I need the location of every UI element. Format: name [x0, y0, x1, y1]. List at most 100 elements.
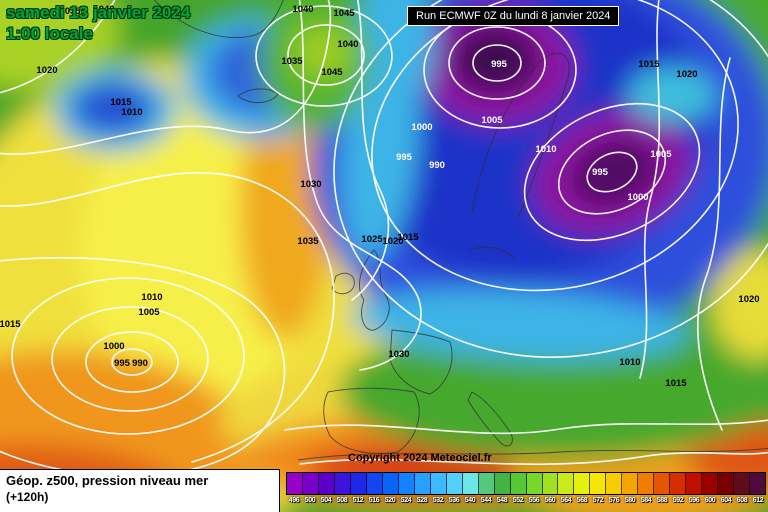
- colorbar-cell: [446, 473, 463, 494]
- pressure-label: 1025: [361, 234, 383, 245]
- colorbar-cell: [654, 473, 671, 494]
- colorbar-tick: 512: [352, 497, 364, 504]
- pressure-label: 995: [491, 59, 508, 70]
- colorbar-tick: 600: [704, 497, 716, 504]
- colorbar-cell: [430, 473, 447, 494]
- legend-title: Géop. z500, pression niveau mer: [6, 473, 209, 488]
- colorbar-cell: [718, 473, 735, 494]
- pressure-label: 1020: [382, 236, 403, 247]
- colorbar-tick: 572: [592, 497, 604, 504]
- copyright-text: Copyright 2024 Meteociel.fr: [348, 452, 492, 464]
- colorbar-tick: 524: [400, 497, 412, 504]
- colorbar: [286, 472, 766, 495]
- colorbar-cell: [382, 473, 399, 494]
- colorbar-tick: 528: [416, 497, 428, 504]
- pressure-label: 1010: [121, 107, 142, 118]
- colorbar-cell: [606, 473, 623, 494]
- pressure-label: 1030: [300, 179, 321, 190]
- colorbar-tick: 588: [656, 497, 668, 504]
- pressure-label: 1015: [638, 59, 660, 70]
- colorbar-cell: [558, 473, 575, 494]
- colorbar-cell: [622, 473, 639, 494]
- pressure-label: 1010: [141, 292, 162, 303]
- colorbar-tick: 564: [560, 497, 572, 504]
- pressure-label: 1040: [292, 4, 313, 15]
- pressure-label: 1045: [321, 67, 343, 78]
- colorbar-cell: [462, 473, 479, 494]
- pressure-label: 1000: [627, 192, 648, 203]
- pressure-label: 995: [114, 358, 131, 369]
- colorbar-tick: 608: [736, 497, 748, 504]
- colorbar-cell: [734, 473, 751, 494]
- pressure-label: 995: [396, 152, 413, 163]
- colorbar-cell: [366, 473, 383, 494]
- colorbar-tick: 520: [384, 497, 396, 504]
- colorbar-cell: [287, 473, 303, 494]
- colorbar-cell: [638, 473, 655, 494]
- colorbar-cell: [478, 473, 495, 494]
- colorbar-tick: 500: [304, 497, 316, 504]
- colorbar-cell: [302, 473, 319, 494]
- pressure-labels-layer: 1035 1040 1040 1045102010151010103510401045…: [0, 4, 760, 389]
- pressure-label: 1045: [333, 8, 355, 19]
- pressure-label: 1035: [59, 6, 81, 17]
- colorbar-cell: [334, 473, 351, 494]
- isobar-contours: [0, 0, 768, 477]
- pressure-label: 1005: [650, 149, 672, 160]
- colorbar-tick: 552: [512, 497, 524, 504]
- pressure-label: 1020: [36, 65, 57, 76]
- colorbar-cell: [526, 473, 543, 494]
- pressure-label: 990: [132, 358, 148, 369]
- colorbar-tick: 592: [672, 497, 684, 504]
- colorbar-tick: 568: [576, 497, 588, 504]
- pressure-label: 1005: [481, 115, 503, 126]
- pressure-label: 1010: [619, 357, 640, 368]
- colorbar-cell: [686, 473, 703, 494]
- model-run-info: Run ECMWF 0Z du lundi 8 janvier 2024: [407, 6, 620, 26]
- colorbar-ticks: 496 500 504 508 512 516 520 524 528 532 536 540 544 5…: [286, 497, 766, 504]
- colorbar-tick: 544: [480, 497, 492, 504]
- pressure-label: 1015: [0, 319, 21, 330]
- colorbar-cell: [670, 473, 687, 494]
- valid-date-line2: 1:00 locale: [6, 24, 93, 44]
- colorbar-tick: 532: [432, 497, 444, 504]
- colorbar-tick: 508: [336, 497, 348, 504]
- pressure-label: 1040: [337, 39, 358, 50]
- pressure-label: 1030: [388, 349, 409, 360]
- colorbar-tick: 496: [288, 497, 300, 504]
- pressure-label: 1010: [535, 144, 556, 155]
- colorbar-tick: 504: [320, 497, 332, 504]
- legend-box: Géop. z500, pression niveau mer (+120h): [0, 469, 280, 512]
- colorbar-cell: [590, 473, 607, 494]
- colorbar-tick: 548: [496, 497, 508, 504]
- colorbar-cell: [702, 473, 719, 494]
- pressure-label: 1000: [103, 341, 124, 352]
- colorbar-cell: [574, 473, 591, 494]
- pressure-label: 1005: [138, 307, 160, 318]
- valid-date-label: samedi 13 janvier 2024 1:00 locale: [6, 2, 190, 45]
- colorbar-tick: 556: [528, 497, 540, 504]
- colorbar-tick: 584: [640, 497, 652, 504]
- colorbar-cell: [398, 473, 415, 494]
- pressure-label: 1020: [738, 294, 759, 305]
- colorbar-cell: [350, 473, 367, 494]
- colorbar-cell: [318, 473, 335, 494]
- colorbar-tick: 536: [448, 497, 460, 504]
- colorbar-tick: 604: [720, 497, 732, 504]
- colorbar-cell: [542, 473, 559, 494]
- colorbar-cell: [510, 473, 527, 494]
- coastlines: [153, 0, 768, 461]
- valid-date-line1: samedi 13 janvier 2024: [6, 3, 191, 22]
- colorbar-tick: 516: [368, 497, 380, 504]
- colorbar-tick: 540: [464, 497, 476, 504]
- pressure-label: 1015: [110, 97, 132, 108]
- colorbar-tick: 580: [624, 497, 636, 504]
- pressure-label: 1015: [665, 378, 687, 389]
- colorbar-tick: 576: [608, 497, 620, 504]
- pressure-label: 1015: [397, 232, 419, 243]
- colorbar-cell: [414, 473, 431, 494]
- colorbar-tick: 596: [688, 497, 700, 504]
- pressure-label: 1035: [281, 56, 303, 67]
